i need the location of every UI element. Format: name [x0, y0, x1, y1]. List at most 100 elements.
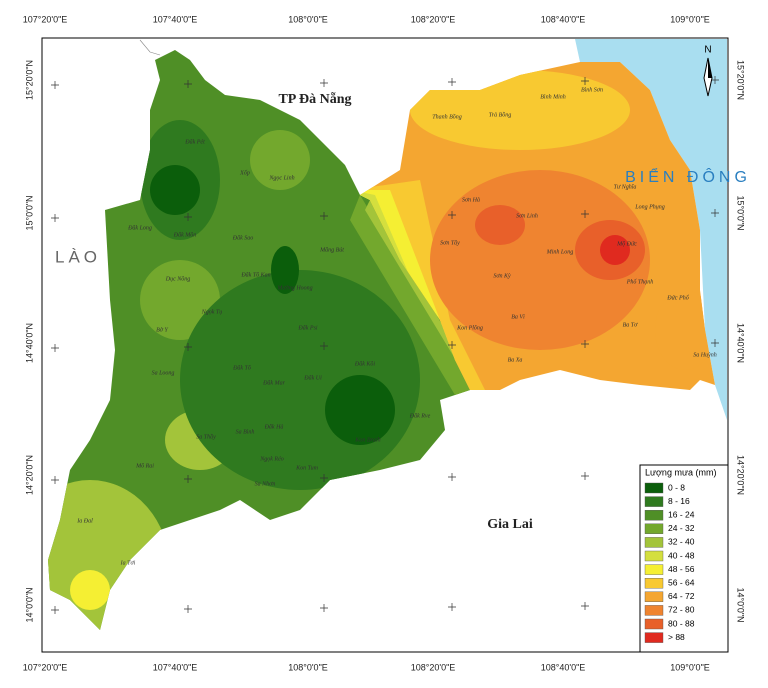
graticule-cross	[448, 341, 456, 349]
lon-label: 107°40'0"E	[153, 14, 198, 24]
legend-swatch	[644, 496, 664, 507]
graticule-cross	[448, 78, 456, 86]
place-label: Bình Minh	[540, 94, 566, 100]
graticule-cross	[581, 210, 589, 218]
place-label: Ba Xa	[508, 357, 523, 363]
legend-swatch	[644, 618, 664, 630]
place-label: Đăk Pét	[184, 139, 205, 145]
place-label: Sơn Hà	[462, 197, 480, 203]
legend-swatch	[644, 523, 664, 534]
lat-label: 15°0'0"N	[24, 195, 34, 230]
place-label: Mô Rai	[135, 463, 154, 469]
place-label: Ngọk Réo	[259, 456, 284, 462]
place-label: Xốp	[239, 169, 250, 176]
graticule-cross	[184, 605, 192, 613]
place-label: Đăk Ui	[303, 375, 322, 381]
border	[139, 39, 161, 56]
lon-label: 108°40'0"E	[541, 14, 586, 24]
graticule-cross	[320, 342, 328, 350]
place-label: Kon Tum	[295, 465, 319, 471]
graticule-cross	[184, 80, 192, 88]
place-label: Sơn Linh	[516, 213, 538, 219]
legend-label: 72 - 80	[668, 605, 695, 615]
lat-label: 14°0'0"N	[24, 587, 34, 622]
graticule-cross	[711, 209, 719, 217]
legend-label: 80 - 88	[668, 618, 695, 628]
lat-label: 15°20'0"N	[736, 60, 746, 100]
graticule-cross	[51, 606, 59, 614]
lat-label: 14°20'0"N	[24, 455, 34, 495]
legend-swatch	[644, 591, 664, 602]
lon-label: 108°20'0"E	[411, 662, 456, 672]
legend-label: 8 - 16	[668, 496, 690, 506]
place-label: Sơn Tây	[440, 240, 460, 246]
place-label: Sa Bình	[236, 429, 255, 435]
graticule-cross	[51, 214, 59, 222]
place-label: Kon Plông	[456, 325, 483, 331]
place-label: Đăk Tô	[232, 365, 251, 371]
graticule-cross	[581, 340, 589, 348]
graticule-cross	[711, 339, 719, 347]
place-label: Trà Bồng	[489, 111, 512, 118]
place-label: Sơn Kỳ	[493, 273, 511, 279]
place-label: Phổ Thạnh	[626, 278, 654, 285]
graticule-cross	[184, 343, 192, 351]
place-label: Đăk Tô Kan	[240, 272, 270, 278]
legend-label: 32 - 40	[668, 537, 695, 547]
graticule-cross	[184, 213, 192, 221]
place-label: Đăk Hà	[264, 424, 284, 430]
lon-label: 108°0'0"E	[288, 662, 328, 672]
region-labels: TP Đà Nẵng LÀO BIỂN ĐÔNG Gia Lai	[55, 91, 751, 532]
place-label: Sa Nhơn	[255, 481, 276, 487]
lon-label: 108°0'0"E	[288, 14, 328, 24]
graticule-cross	[320, 212, 328, 220]
legend-label: 56 - 64	[668, 577, 695, 587]
place-labels: Đăk Pét Xốp Ngọc Linh Đăk Long Đăk Môn Đăk Sa…	[76, 87, 717, 566]
place-label: Đăk Kôi	[354, 361, 375, 367]
lat-label: 15°0'0"N	[736, 195, 746, 230]
lon-label: 107°20'0"E	[23, 662, 68, 672]
place-label: Mường Hoong	[276, 285, 312, 291]
place-label: Đăk Long	[127, 225, 152, 231]
place-label: Ia Tơi	[120, 560, 136, 566]
place-label: Tư Nghĩa	[614, 184, 637, 190]
north-label: N	[704, 45, 711, 56]
place-label: Đăk Psi	[297, 325, 317, 331]
legend-label: > 88	[668, 632, 685, 642]
legend-swatch	[644, 537, 664, 548]
legend-swatch	[644, 482, 664, 494]
legend-label: 40 - 48	[668, 550, 695, 560]
lon-label: 109°0'0"E	[670, 662, 710, 672]
place-label: Ia Đal	[76, 518, 93, 524]
legend-title: Lượng mưa (mm)	[645, 467, 716, 477]
region-label: LÀO	[55, 247, 101, 266]
place-label: Ngọc Linh	[268, 175, 294, 181]
legend-label: 24 - 32	[668, 523, 695, 533]
lat-label: 14°40'0"N	[736, 323, 746, 363]
lon-label: 107°40'0"E	[153, 662, 198, 672]
region-label: BIỂN ĐÔNG	[625, 167, 751, 186]
place-label: Sa Loong	[152, 370, 175, 376]
legend-label: 0 - 8	[668, 482, 685, 492]
region-label: Gia Lai	[487, 517, 533, 532]
place-label: Ba Vì	[511, 314, 525, 320]
legend: Lượng mưa (mm) 0 - 8 8 - 16 16 - 24 24 - 32 3…	[639, 464, 729, 653]
place-label: Minh Long	[546, 249, 574, 255]
lat-labels: 15°20'0"N 15°20'0"N 15°0'0"N 15°0'0"N 14°40'…	[24, 60, 745, 623]
region-label: TP Đà Nẵng	[278, 91, 351, 107]
place-label: Sa Thầy	[196, 433, 216, 440]
place-label: Đăk Môn	[173, 232, 197, 238]
place-label: Bờ Y	[156, 327, 168, 333]
graticule-cross	[51, 81, 59, 89]
place-label: Đăk Mar	[262, 380, 285, 386]
graticule-cross	[581, 602, 589, 610]
north-arrow: N	[703, 45, 713, 97]
graticule-cross	[320, 474, 328, 482]
lat-label: 14°40'0"N	[24, 323, 34, 363]
place-label: Mộ Đức	[616, 241, 637, 247]
place-label: Ba Tơ	[623, 322, 639, 328]
graticule-cross	[51, 344, 59, 352]
lon-label: 107°20'0"E	[23, 14, 68, 24]
graticule-cross	[711, 76, 719, 84]
